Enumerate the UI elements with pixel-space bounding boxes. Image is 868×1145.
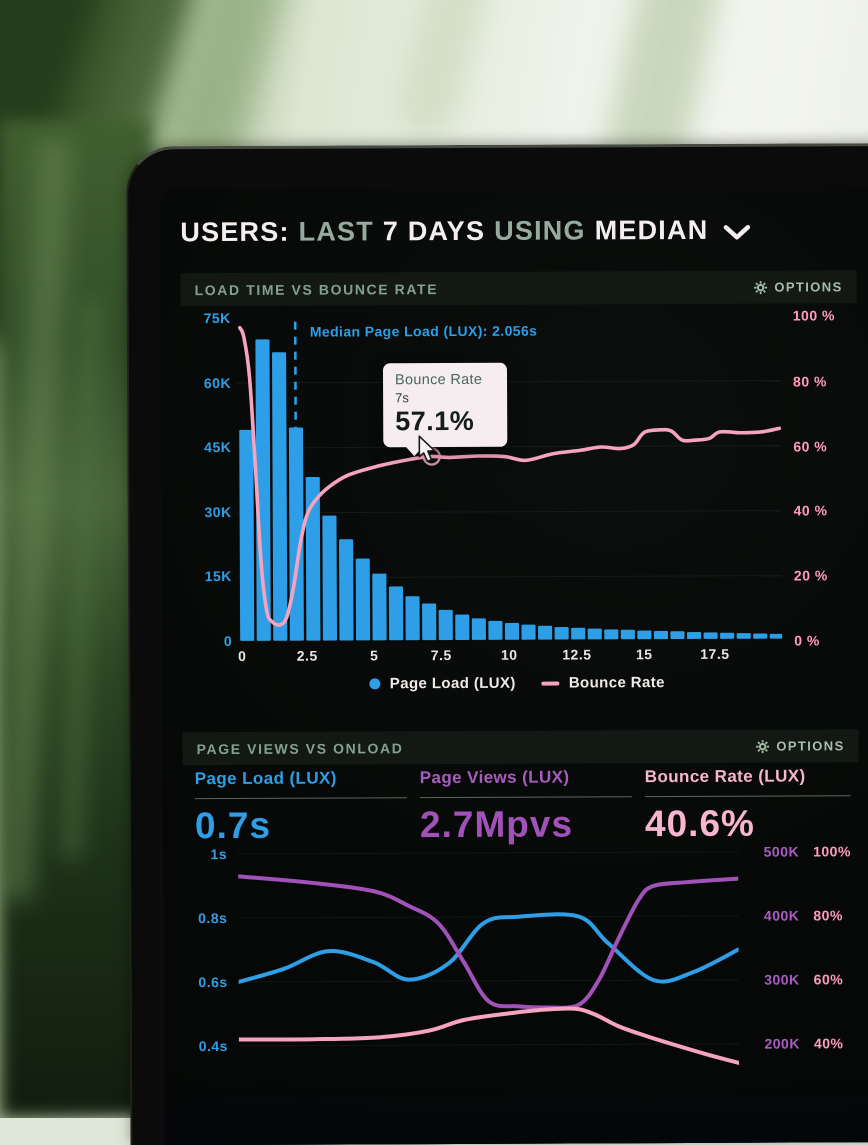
analytics-dashboard: USERS: LAST 7 DAYS USING MEDIAN LOAD TIM… (160, 186, 868, 1145)
y-axis-tick: 45K (204, 438, 232, 456)
panel2-options-label: OPTIONS (776, 738, 845, 754)
tooltip-series-name: Bounce Rate (394, 371, 483, 389)
y-axis-tick: 60K (203, 374, 232, 392)
y-axis-tick: 400K (763, 907, 800, 924)
metric-value: 2.7Mpvs (419, 803, 574, 846)
median-annotation: Median Page Load (LUX): 2.056s (309, 322, 538, 340)
gear-icon (753, 280, 767, 294)
metric-label: Page Views (LUX) (419, 767, 570, 788)
y-axis-tick: 15K (204, 567, 232, 585)
dashboard-display: USERS: LAST 7 DAYS USING MEDIAN LOAD TIM… (160, 185, 868, 1145)
y-axis-tick: 300K (764, 971, 800, 988)
panel1-title: LOAD TIME VS BOUNCE RATE (194, 280, 439, 298)
y-axis-tick: 40% (813, 1035, 844, 1052)
y-axis-tick: 20 % (793, 567, 828, 584)
y-axis-tick: 60 % (793, 438, 828, 455)
legend-item-page-load[interactable]: Page Load (LUX) (369, 674, 516, 693)
metric-label: Page Load (LUX) (194, 768, 337, 789)
y-axis-tick: 40 % (793, 502, 828, 519)
legend-label: Bounce Rate (568, 674, 665, 692)
panel2-title: PAGE VIEWS VS ONLOAD (196, 739, 404, 757)
panel1-options-button[interactable]: OPTIONS (753, 279, 843, 295)
tooltip-value: 57.1% (395, 405, 475, 437)
y-axis-tick: 0.4s (198, 1037, 228, 1055)
x-axis-tick: 5 (370, 647, 379, 664)
metric-value: 0.7s (194, 804, 272, 847)
panel1-options-label: OPTIONS (774, 279, 843, 295)
y-axis-tick: 0.6s (198, 973, 228, 991)
title-segment: 7 DAYS (382, 215, 486, 247)
y-axis-tick: 200K (764, 1035, 800, 1052)
panel2-options-button[interactable]: OPTIONS (755, 738, 845, 754)
title-segment: LAST (298, 216, 374, 247)
page-views-vs-onload-chart (238, 851, 740, 1065)
y-axis-tick: 100% (813, 843, 851, 860)
chart1-legend: Page Load (LUX) Bounce Rate (162, 673, 868, 693)
load-time-vs-bounce-rate-chart (236, 321, 783, 641)
x-axis-tick: 7.5 (430, 647, 452, 664)
title-segment: USERS: (180, 216, 290, 248)
panel2-header: PAGE VIEWS VS ONLOAD OPTIONS (182, 729, 859, 766)
mouse-cursor-icon (418, 435, 436, 463)
metric-page-load: Page Load (LUX) 0.7s (195, 768, 407, 847)
legend-label: Page Load (LUX) (389, 674, 516, 693)
y-axis-tick: 80 % (793, 373, 827, 390)
panel1-header: LOAD TIME VS BOUNCE RATE OPTIONS (180, 270, 857, 307)
x-axis-tick: 15 (635, 646, 653, 663)
metric-label: Bounce Rate (LUX) (644, 766, 806, 787)
chart-tooltip: Bounce Rate 7s 57.1% (382, 362, 508, 448)
y-axis-tick: 100 % (792, 307, 835, 324)
users-period-dropdown[interactable]: USERS: LAST 7 DAYS USING MEDIAN (180, 214, 751, 248)
y-axis-tick: 60% (813, 971, 844, 988)
gear-icon (755, 739, 769, 753)
x-axis-tick: 0 (238, 647, 247, 664)
metric-value: 40.6% (644, 802, 755, 845)
chevron-down-icon[interactable] (723, 224, 751, 240)
y-axis-tick: 0 (223, 632, 233, 650)
y-axis-tick: 0 % (794, 632, 820, 649)
metric-divider (419, 796, 632, 799)
laptop-screen: USERS: LAST 7 DAYS USING MEDIAN LOAD TIM… (126, 143, 868, 1145)
title-segment: MEDIAN (594, 214, 709, 246)
screen-bottom-shade (164, 1077, 868, 1145)
blue-dot-swatch (369, 678, 381, 690)
x-axis-tick: 10 (500, 646, 518, 663)
y-axis-tick: 80% (813, 907, 843, 924)
metric-divider (194, 797, 407, 800)
x-axis-tick: 12.5 (562, 646, 592, 663)
title-segment: USING (494, 215, 586, 246)
y-axis-tick: 500K (763, 843, 800, 860)
metric-divider (644, 795, 851, 798)
x-axis-tick: 17.5 (700, 645, 730, 662)
y-axis-tick: 1s (210, 845, 228, 863)
pink-dash-swatch (541, 681, 560, 686)
legend-item-bounce-rate[interactable]: Bounce Rate (541, 674, 665, 692)
y-axis-tick: 75K (203, 309, 231, 327)
y-axis-tick: 30K (204, 503, 232, 521)
x-axis-tick: 2.5 (296, 647, 318, 664)
metric-page-views: Page Views (LUX) 2.7Mpvs (420, 767, 632, 846)
y-axis-tick: 0.8s (198, 909, 228, 927)
tooltip-x-value: 7s (395, 390, 409, 406)
metric-bounce-rate: Bounce Rate (LUX) 40.6% (645, 766, 851, 845)
